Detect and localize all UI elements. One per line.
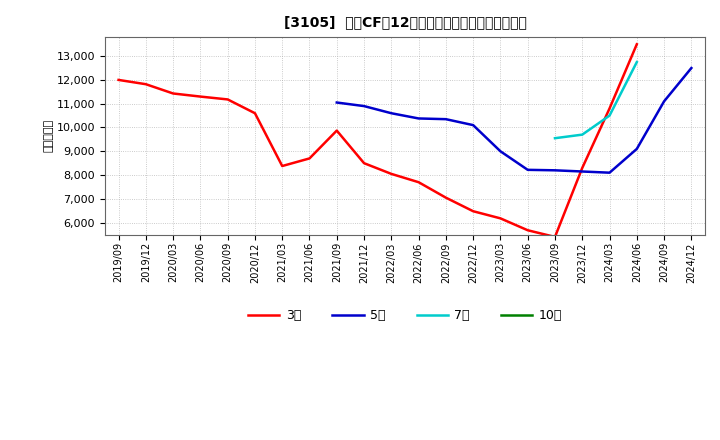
3年 xyxy=(606,106,614,111)
3年 xyxy=(251,110,259,116)
3年 xyxy=(278,163,287,169)
5年 xyxy=(333,100,341,105)
3年 xyxy=(523,227,532,233)
7年 xyxy=(551,136,559,141)
3年 xyxy=(632,42,641,47)
5年 xyxy=(578,169,587,174)
3年 xyxy=(441,195,450,200)
Title: [3105]  投賄CFの12か月移動合計の標準偏差の推移: [3105] 投賄CFの12か月移動合計の標準偏差の推移 xyxy=(284,15,526,29)
5年 xyxy=(632,146,641,151)
Line: 3年: 3年 xyxy=(119,44,636,237)
3年 xyxy=(223,97,232,102)
3年 xyxy=(168,91,177,96)
5年 xyxy=(414,116,423,121)
5年 xyxy=(387,110,396,116)
3年 xyxy=(142,81,150,87)
5年 xyxy=(660,99,668,104)
3年 xyxy=(305,156,314,161)
Y-axis label: （百万円）: （百万円） xyxy=(44,119,54,152)
5年 xyxy=(687,66,696,71)
7年 xyxy=(632,59,641,65)
3年 xyxy=(496,216,505,221)
5年 xyxy=(551,168,559,173)
5年 xyxy=(441,117,450,122)
5年 xyxy=(360,103,369,109)
7年 xyxy=(606,113,614,118)
3年 xyxy=(360,161,369,166)
3年 xyxy=(114,77,123,83)
5年 xyxy=(523,167,532,172)
Line: 5年: 5年 xyxy=(337,68,691,172)
Legend: 3年, 5年, 7年, 10年: 3年, 5年, 7年, 10年 xyxy=(243,304,567,327)
3年 xyxy=(578,165,587,171)
3年 xyxy=(196,94,204,99)
Line: 7年: 7年 xyxy=(555,62,636,138)
3年 xyxy=(414,180,423,185)
5年 xyxy=(496,149,505,154)
5年 xyxy=(469,122,477,128)
5年 xyxy=(606,170,614,175)
3年 xyxy=(551,234,559,239)
7年 xyxy=(578,132,587,137)
3年 xyxy=(387,171,396,176)
3年 xyxy=(333,128,341,133)
3年 xyxy=(469,209,477,214)
